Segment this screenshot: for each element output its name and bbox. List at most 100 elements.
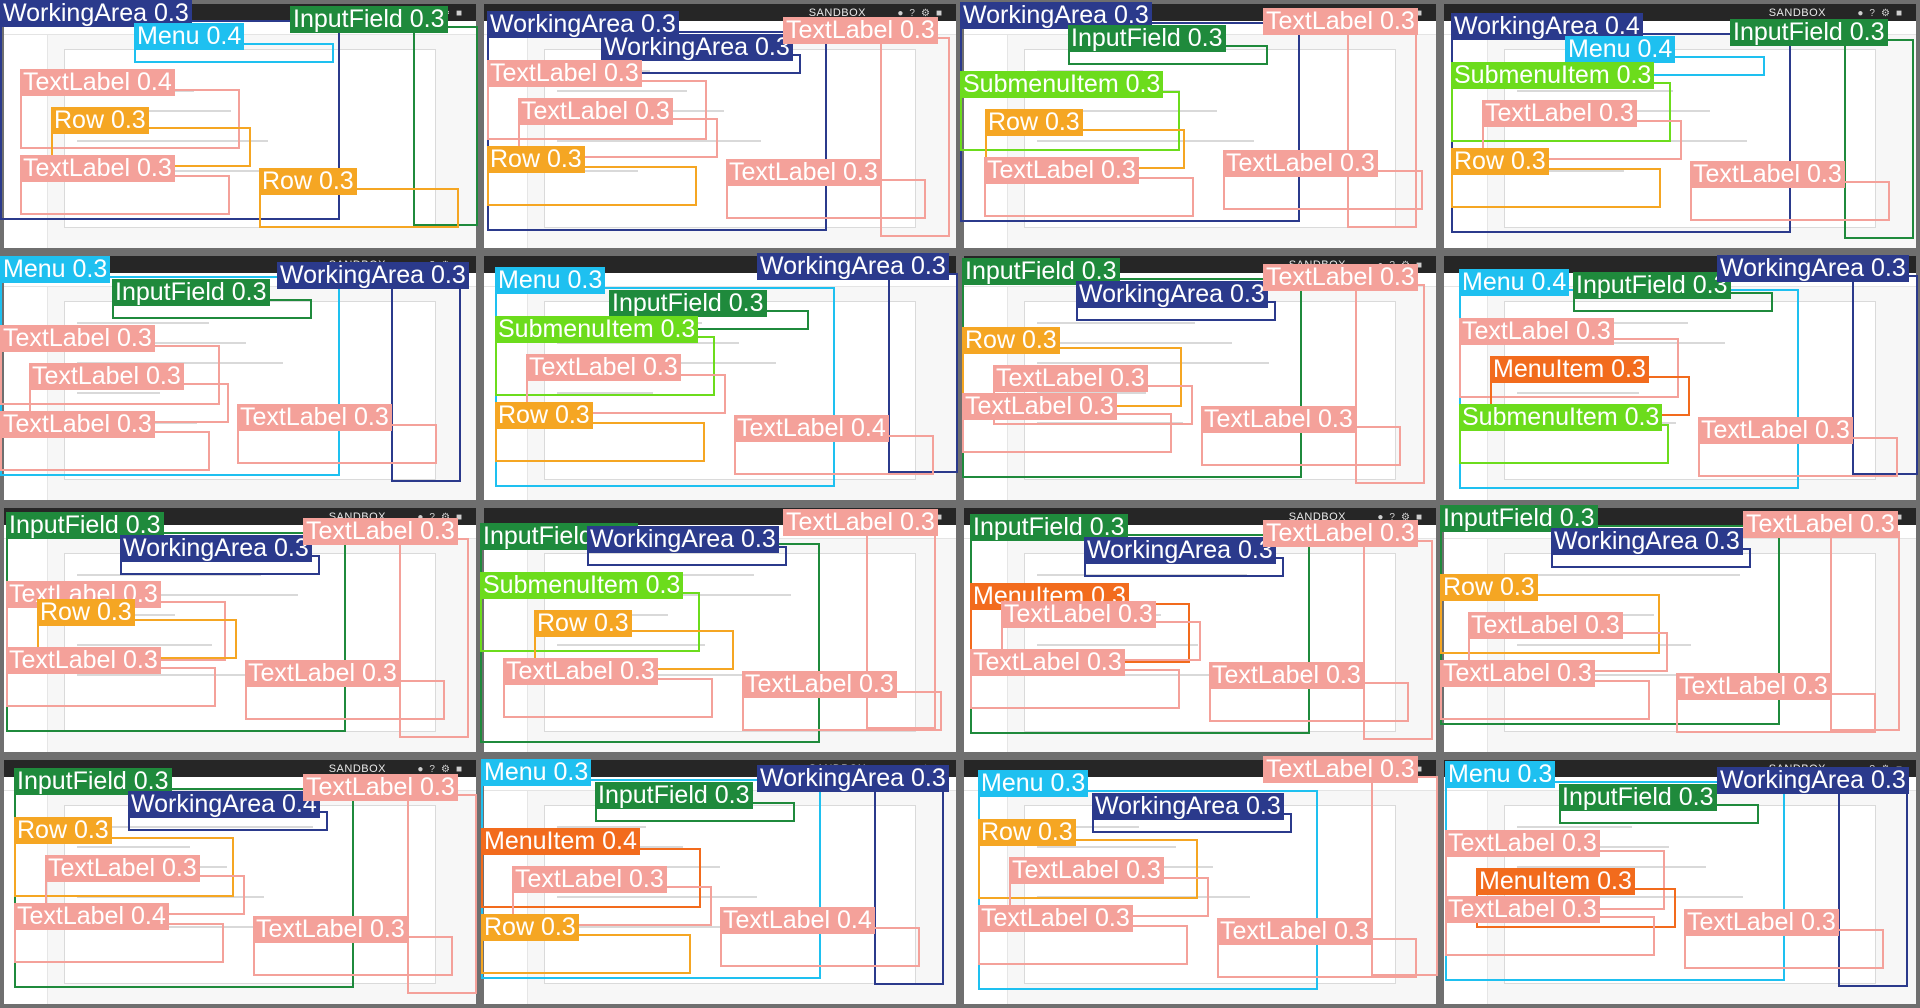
detection-label: InputField 0.3 bbox=[112, 279, 270, 306]
user-icon[interactable]: ■ bbox=[1416, 260, 1428, 271]
screenshot-tile: SANDBOX●?⚙■Menu 0.3InputField 0.3Working… bbox=[480, 252, 960, 504]
detection-label: TextLabel 0.3 bbox=[1209, 662, 1364, 689]
detection-label: TextLabel 0.3 bbox=[978, 905, 1133, 932]
user-icon[interactable]: ■ bbox=[456, 8, 468, 19]
screenshot-tile: SANDBOX●?⚙■InputField 0.3WorkingArea 0.3… bbox=[480, 504, 960, 756]
detection-label: TextLabel 0.3 bbox=[1459, 318, 1614, 345]
content-line bbox=[77, 392, 160, 394]
screenshot-tile: SANDBOX●?⚙■InputField 0.3WorkingArea 0.3… bbox=[960, 252, 1440, 504]
detection-label: TextLabel 0.3 bbox=[237, 404, 392, 431]
detection-label: TextLabel 0.3 bbox=[984, 157, 1139, 184]
detection-label: TextLabel 0.3 bbox=[303, 518, 458, 545]
detection-label: Menu 0.3 bbox=[1445, 761, 1555, 788]
detection-label: Row 0.3 bbox=[978, 819, 1076, 846]
detection-label: TextLabel 0.3 bbox=[1263, 264, 1418, 291]
detection-label: Menu 0.4 bbox=[1565, 36, 1675, 63]
detection-label: TextLabel 0.3 bbox=[783, 509, 938, 536]
detection-label: Row 0.3 bbox=[962, 327, 1060, 354]
detection-label: Menu 0.3 bbox=[495, 267, 605, 294]
detection-label: TextLabel 0.3 bbox=[783, 17, 938, 44]
detection-label: InputField 0.3 bbox=[1559, 784, 1717, 811]
user-icon[interactable]: ■ bbox=[456, 512, 468, 523]
detection-label: TextLabel 0.3 bbox=[0, 411, 155, 438]
content-line bbox=[1517, 90, 1673, 92]
detection-label: TextLabel 0.3 bbox=[1263, 756, 1418, 783]
detection-label: Row 0.3 bbox=[487, 146, 585, 173]
screenshot-tile: SANDBOX ●?⚙■ WorkingArea 0.4 Menu 0.4 InputF… bbox=[1440, 0, 1920, 252]
content-line bbox=[77, 574, 261, 576]
detection-label: Row 0.3 bbox=[14, 817, 112, 844]
detection-label: SubmenuItem 0.3 bbox=[960, 71, 1163, 98]
user-icon[interactable]: ■ bbox=[1896, 512, 1908, 523]
detection-label: WorkingArea 0.3 bbox=[277, 262, 469, 289]
user-icon[interactable]: ■ bbox=[1416, 8, 1428, 19]
content-line bbox=[77, 140, 268, 142]
user-icon[interactable]: ■ bbox=[1416, 764, 1428, 775]
detection-label: TextLabel 0.3 bbox=[245, 660, 400, 687]
detection-label: TextLabel 0.3 bbox=[970, 649, 1125, 676]
detection-label: Row 0.3 bbox=[1451, 148, 1549, 175]
user-icon[interactable]: ■ bbox=[1416, 512, 1428, 523]
content-panel bbox=[1024, 805, 1396, 984]
detection-label: TextLabel 0.3 bbox=[512, 866, 667, 893]
detection-label: InputField 0.3 bbox=[609, 290, 767, 317]
detection-label: Menu 0.4 bbox=[134, 23, 244, 50]
detection-label: WorkingArea 0.3 bbox=[757, 765, 949, 792]
detection-label: TextLabel 0.3 bbox=[742, 671, 897, 698]
sidebar[interactable] bbox=[4, 35, 48, 248]
content-line bbox=[1517, 392, 1639, 394]
sidebar[interactable] bbox=[964, 539, 1008, 752]
screenshot-tile: SANDBOX●?⚙■Menu 0.3InputField 0.3Working… bbox=[480, 756, 960, 1008]
sidebar[interactable] bbox=[1444, 539, 1488, 752]
detection-label: TextLabel 0.3 bbox=[487, 60, 642, 87]
detection-label: WorkingArea 0.3 bbox=[1717, 255, 1909, 282]
content-line bbox=[77, 674, 249, 676]
detection-label: TextLabel 0.3 bbox=[1009, 857, 1164, 884]
content-line bbox=[557, 90, 687, 92]
detection-label: TextLabel 0.3 bbox=[962, 393, 1117, 420]
user-icon[interactable]: ■ bbox=[456, 764, 468, 775]
detection-label: TextLabel 0.3 bbox=[1743, 511, 1898, 538]
content-line bbox=[557, 644, 705, 646]
sidebar[interactable] bbox=[4, 287, 48, 500]
detection-label: MenuItem 0.3 bbox=[1476, 868, 1635, 895]
detection-label: Row 0.3 bbox=[481, 914, 579, 941]
detection-label: SubmenuItem 0.3 bbox=[1451, 62, 1654, 89]
detection-label: Menu 0.3 bbox=[978, 770, 1088, 797]
user-icon[interactable]: ■ bbox=[1896, 8, 1908, 19]
content-line bbox=[1517, 574, 1740, 576]
content-line bbox=[1037, 846, 1176, 848]
detection-label: WorkingArea 0.3 bbox=[1076, 281, 1268, 308]
detection-label: TextLabel 0.3 bbox=[726, 159, 881, 186]
detection-label: Menu 0.3 bbox=[0, 256, 110, 283]
detection-label: InputField 0.3 bbox=[595, 782, 753, 809]
detection-label: TextLabel 0.3 bbox=[6, 647, 161, 674]
detection-label: TextLabel 0.3 bbox=[1001, 601, 1156, 628]
content-line bbox=[1037, 342, 1232, 344]
detection-label: Row 0.3 bbox=[534, 610, 632, 637]
user-icon[interactable]: ■ bbox=[936, 8, 948, 19]
sidebar[interactable] bbox=[484, 791, 528, 1004]
detection-label: TextLabel 0.3 bbox=[1690, 161, 1845, 188]
detection-label: InputField 0.3 bbox=[1068, 25, 1226, 52]
user-icon[interactable]: ■ bbox=[936, 512, 948, 523]
detection-label: Row 0.3 bbox=[37, 599, 135, 626]
detection-label: TextLabel 0.3 bbox=[503, 658, 658, 685]
content-line bbox=[1517, 826, 1632, 828]
detection-label: TextLabel 0.3 bbox=[29, 363, 184, 390]
content-line bbox=[1517, 926, 1620, 928]
content-line bbox=[557, 392, 653, 394]
content-line bbox=[1037, 574, 1247, 576]
detection-label: TextLabel 0.3 bbox=[1445, 830, 1600, 857]
content-line bbox=[1037, 140, 1254, 142]
detection-label: SubmenuItem 0.3 bbox=[480, 572, 683, 599]
sidebar[interactable] bbox=[964, 35, 1008, 248]
screenshot-tile: SANDBOX●?⚙■Menu 0.3WorkingArea 0.3TextLa… bbox=[960, 756, 1440, 1008]
detection-label: SubmenuItem 0.3 bbox=[495, 316, 698, 343]
detection-label: TextLabel 0.3 bbox=[1223, 150, 1378, 177]
detection-label: TextLabel 0.3 bbox=[1440, 660, 1595, 687]
detection-label: MenuItem 0.4 bbox=[481, 828, 640, 855]
